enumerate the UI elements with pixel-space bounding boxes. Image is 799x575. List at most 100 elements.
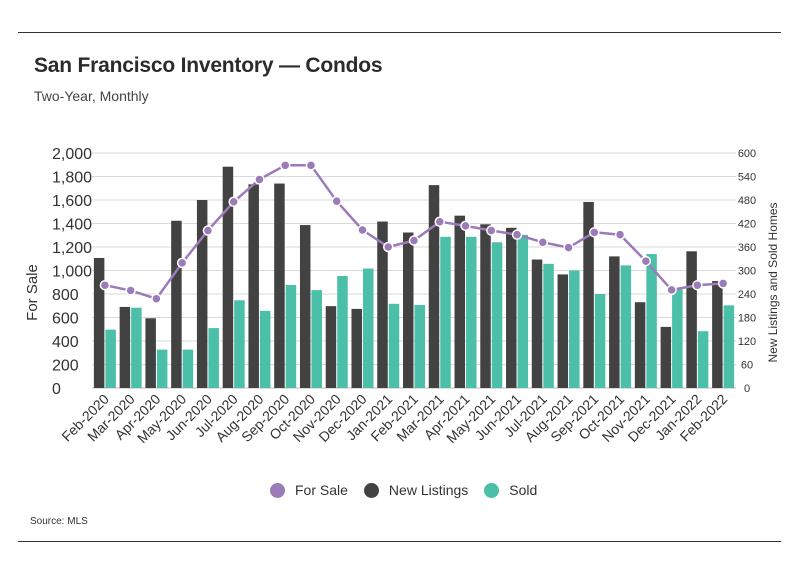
y2-tick-label: 120 (738, 336, 756, 348)
sold-bar (337, 275, 348, 388)
legend-label-new-listings: New Listings (388, 482, 469, 498)
source-note: Source: MLS (30, 516, 88, 527)
for-sale-point (511, 229, 523, 240)
for-sale-point (408, 235, 420, 246)
y-tick-label: 400 (52, 334, 79, 351)
for-sale-point (486, 225, 497, 236)
y2-tick-label: 360 (738, 242, 756, 254)
y-tick-label: 1,600 (52, 193, 92, 210)
legend-swatch-new-listings (363, 482, 379, 498)
y2-tick-label: 240 (738, 289, 756, 301)
new-listings-bar (583, 201, 594, 388)
new-listings-bar (686, 251, 697, 388)
sold-bar (723, 305, 735, 388)
y2-tick-label: 60 (741, 360, 753, 372)
new-listings-bar (171, 220, 182, 388)
sold-bar (594, 294, 606, 388)
for-sale-point (279, 160, 291, 171)
y2-tick-label: 420 (738, 219, 756, 231)
new-listings-bar (248, 184, 259, 388)
sold-bar (646, 254, 657, 388)
new-listings-bar (351, 308, 362, 388)
y-tick-label: 1,800 (52, 170, 92, 187)
sold-bar (105, 329, 116, 388)
bottom-rule (18, 541, 781, 542)
legend-label-sold: Sold (509, 482, 538, 498)
for-sale-point (434, 216, 446, 227)
sold-bar (311, 290, 322, 388)
sold-bar (234, 300, 245, 388)
for-sale-point (357, 224, 368, 236)
new-listings-bar (712, 281, 723, 388)
for-sale-point (99, 279, 111, 291)
new-listings-bar (403, 232, 414, 388)
new-listings-bar (557, 274, 569, 388)
y-tick-label: 0 (52, 381, 61, 398)
new-listings-bar (119, 306, 131, 388)
new-listings-bar (222, 166, 234, 388)
sold-bar (569, 270, 580, 388)
for-sale-point (151, 293, 162, 304)
for-sale-point (254, 174, 265, 185)
legend: For Sale New Listings Sold (270, 482, 553, 498)
for-sale-point (537, 237, 549, 248)
y-tick-label: 200 (52, 358, 79, 375)
sold-bar (414, 304, 425, 388)
legend-label-for-sale: For Sale (295, 482, 348, 498)
y2-tick-label: 300 (738, 266, 756, 278)
for-sale-point (563, 242, 574, 253)
sold-bar (131, 307, 142, 388)
sold-bar (182, 349, 194, 388)
y-tick-label: 2,000 (52, 146, 92, 163)
new-listings-bar (660, 326, 672, 388)
new-listings-bar (634, 302, 646, 388)
for-sale-point (331, 195, 342, 207)
y-tick-label: 1,400 (52, 217, 92, 234)
chart-title: San Francisco Inventory — Condos (34, 54, 383, 77)
y2-tick-label: 480 (738, 195, 756, 207)
sold-bar (440, 236, 451, 388)
new-listings-bar (145, 318, 156, 388)
sold-bar (491, 242, 503, 388)
legend-item-for-sale: For Sale (270, 482, 348, 498)
sold-bar (620, 265, 632, 388)
new-listings-bar (428, 185, 440, 388)
sold-bar (543, 263, 554, 388)
legend-item-new-listings: New Listings (363, 482, 469, 498)
for-sale-point (305, 160, 317, 171)
new-listings-bar (609, 256, 620, 388)
legend-item-sold: Sold (484, 482, 537, 498)
new-listings-bar (325, 306, 337, 388)
for-sale-point (589, 227, 600, 238)
sold-bar (208, 328, 219, 388)
sold-bar (285, 284, 297, 388)
for-sale-point (382, 241, 394, 253)
y-tick-label: 1,000 (52, 264, 92, 281)
new-listings-bar (531, 259, 543, 388)
for-sale-point (640, 255, 652, 267)
sold-bar (259, 310, 271, 388)
legend-swatch-sold (484, 482, 500, 498)
for-sale-point (176, 257, 188, 269)
new-listings-bar (454, 215, 466, 388)
y-tick-label: 600 (52, 311, 79, 328)
y2-tick-label: 600 (738, 148, 756, 160)
for-sale-point (717, 278, 729, 289)
new-listings-bar (274, 183, 285, 388)
sold-bar (466, 236, 477, 388)
new-listings-bar (196, 200, 208, 388)
y-tick-label: 1,200 (52, 240, 92, 257)
new-listings-bar (299, 225, 311, 388)
for-sale-point (228, 196, 239, 208)
legend-swatch-for-sale (270, 482, 285, 498)
y2-tick-label: 180 (738, 313, 756, 325)
for-sale-point (125, 285, 136, 296)
chart-subtitle: Two-Year, Monthly (34, 88, 149, 104)
new-listings-bar (93, 257, 105, 388)
sold-bar (672, 288, 683, 388)
new-listings-bar (377, 221, 388, 388)
sold-bar (362, 268, 374, 388)
for-sale-point (666, 284, 677, 296)
sold-bar (388, 303, 400, 388)
